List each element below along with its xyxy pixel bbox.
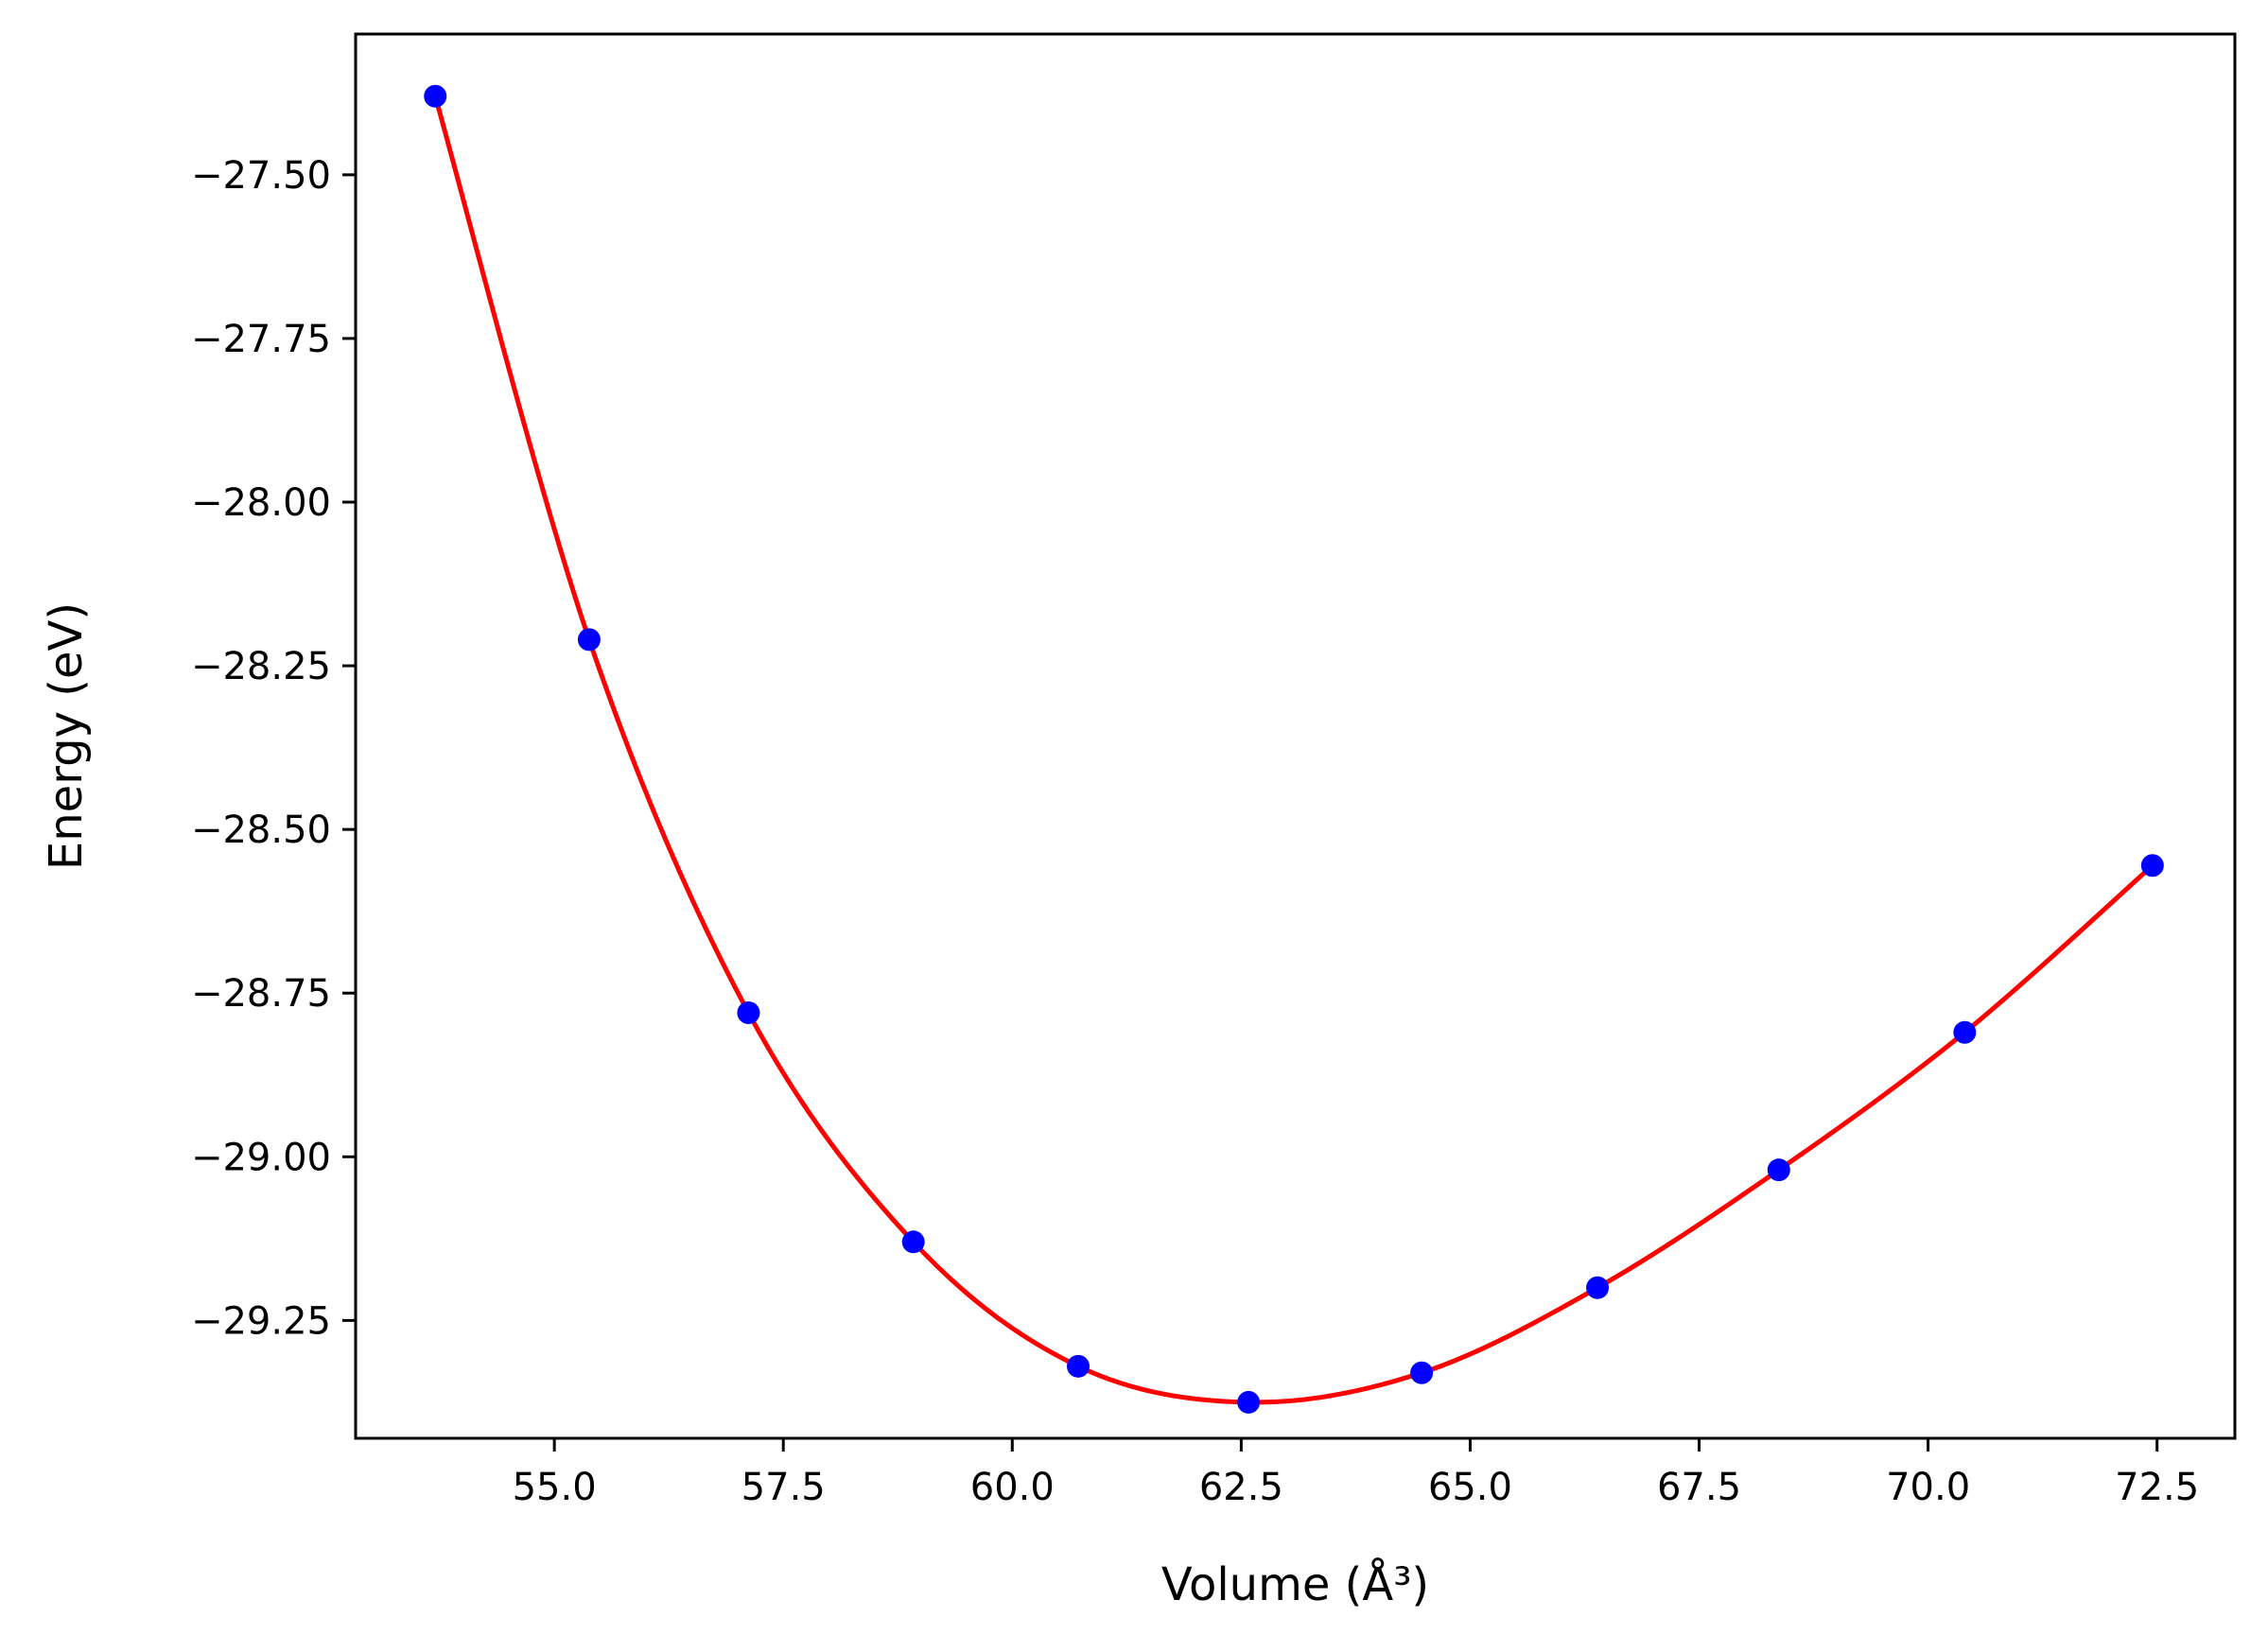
data-point (424, 84, 447, 108)
data-points-layer (424, 84, 2164, 1414)
y-tick-label: −28.75 (191, 972, 331, 1016)
data-point (577, 628, 601, 652)
data-point (901, 1230, 925, 1254)
plot-frame (354, 32, 2237, 1440)
y-axis-label: Energy (eV) (40, 602, 93, 870)
y-tick-label: −28.00 (191, 481, 331, 525)
data-point (2140, 854, 2164, 878)
data-point (1586, 1276, 1610, 1299)
y-tick-label: −29.25 (191, 1299, 331, 1343)
y-axis-ticks: −27.50 −27.75 −28.00 −28.25 −28.50 −28.75 −29.… (191, 154, 356, 1343)
x-tick-label: 65.0 (1428, 1466, 1512, 1509)
data-point (1767, 1158, 1790, 1182)
y-tick-label: −27.75 (191, 318, 331, 361)
x-axis-ticks: 55.0 57.5 60.0 62.5 65.0 67.5 70.0 72.5 (513, 1438, 2199, 1509)
x-axis-label: Volume (Å³) (1161, 1557, 1429, 1611)
x-tick-label: 60.0 (970, 1466, 1055, 1509)
x-tick-label: 62.5 (1199, 1466, 1283, 1509)
x-tick-label: 70.0 (1886, 1466, 1970, 1509)
data-point (1953, 1020, 1977, 1044)
x-tick-label: 67.5 (1657, 1466, 1741, 1509)
fit-curve-line (432, 94, 2155, 1405)
data-point (1410, 1361, 1434, 1384)
data-point (1067, 1354, 1090, 1378)
x-tick-label: 57.5 (741, 1466, 826, 1509)
y-tick-label: −28.50 (191, 809, 331, 852)
x-tick-label: 72.5 (2115, 1466, 2199, 1509)
y-tick-label: −27.50 (191, 154, 331, 198)
x-tick-label: 55.0 (513, 1466, 597, 1509)
data-point (737, 1001, 760, 1024)
fit-curve-layer (432, 94, 2155, 1405)
data-point (1237, 1390, 1261, 1414)
y-tick-label: −29.00 (191, 1136, 331, 1179)
y-tick-label: −28.25 (191, 645, 331, 688)
